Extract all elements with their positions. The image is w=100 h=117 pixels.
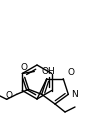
Text: O: O: [6, 91, 13, 100]
Text: O: O: [20, 63, 27, 72]
Text: OH: OH: [41, 67, 55, 76]
Text: O: O: [67, 68, 74, 77]
Text: N: N: [71, 90, 78, 99]
